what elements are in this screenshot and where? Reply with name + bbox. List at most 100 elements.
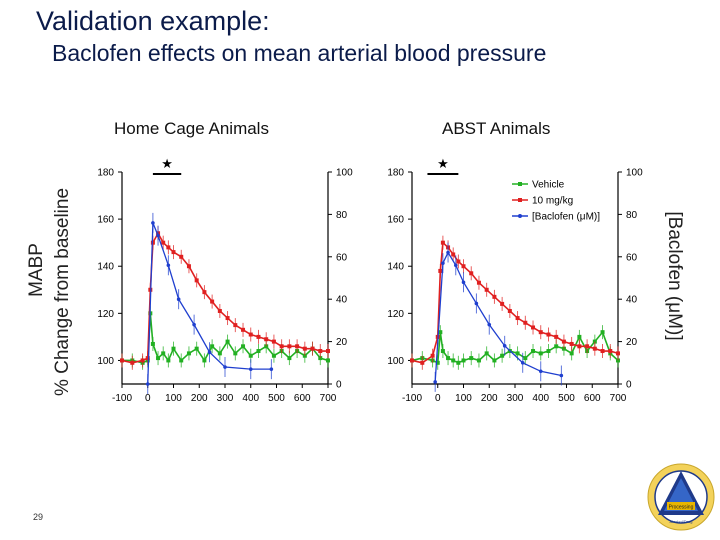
data-point — [302, 353, 307, 358]
legend-marker — [518, 198, 522, 202]
data-point — [476, 358, 481, 363]
data-point — [585, 344, 590, 349]
data-point — [310, 346, 315, 351]
y-tick-label: 100 — [97, 356, 114, 367]
y2-tick-label: 0 — [626, 380, 632, 391]
y-tick-label: 120 — [387, 309, 404, 320]
data-point — [171, 346, 176, 351]
data-point — [569, 341, 574, 346]
data-point — [538, 330, 543, 335]
series-baclofen — [145, 212, 274, 394]
legend-marker — [518, 182, 522, 186]
data-point — [194, 346, 199, 351]
data-point — [500, 353, 505, 358]
x-tick-label: -100 — [112, 393, 132, 404]
slide-title: Validation example: — [36, 6, 270, 36]
y2-tick-label: 0 — [336, 380, 342, 391]
x-tick-label: 200 — [481, 393, 498, 404]
data-point — [420, 360, 425, 365]
data-point — [248, 353, 253, 358]
data-point — [192, 322, 196, 327]
data-point — [176, 297, 181, 302]
data-point — [130, 360, 135, 365]
data-point — [179, 358, 184, 363]
series-line-baclofen — [434, 251, 562, 382]
data-point — [440, 349, 445, 354]
data-point — [241, 344, 246, 349]
data-point — [561, 339, 566, 344]
series-baclofen — [433, 242, 564, 392]
data-point — [241, 327, 246, 332]
chart-home-cage: 100 120 140 160 180 0 20 40 60 80 100 -100 0 100 200 30… — [26, 157, 353, 404]
data-point — [318, 356, 323, 361]
data-point — [210, 299, 215, 304]
data-point — [210, 344, 215, 349]
data-point — [207, 350, 212, 355]
data-point — [256, 349, 261, 354]
data-point — [287, 356, 292, 361]
data-point — [217, 351, 222, 356]
panel-title-home-cage: Home Cage Animals — [114, 119, 269, 138]
data-point — [225, 339, 230, 344]
data-point — [538, 351, 543, 356]
data-point — [186, 264, 191, 269]
data-point — [161, 351, 166, 356]
x-tick-label: -100 — [402, 393, 422, 404]
y-tick-label: 180 — [97, 168, 114, 179]
y-axis-outer-label: MABP — [26, 243, 47, 297]
data-point — [269, 367, 274, 371]
legend-marker — [518, 214, 522, 218]
data-point — [166, 245, 171, 250]
data-point — [500, 301, 505, 306]
y2-tick-label: 40 — [626, 295, 638, 306]
x-tick-label: 200 — [191, 393, 208, 404]
y-tick-label: 160 — [97, 215, 114, 226]
x-tick-label: 0 — [145, 393, 151, 404]
logo-banner — [667, 502, 695, 510]
data-point — [233, 323, 238, 328]
x-tick-label: 0 — [435, 393, 441, 404]
significance-star: ★ — [437, 157, 449, 172]
data-point — [461, 358, 466, 363]
data-point — [592, 346, 597, 351]
organization-logo: Processing Alcohol/Drug — [647, 463, 715, 531]
x-tick-label: 300 — [217, 393, 234, 404]
data-point — [600, 330, 605, 335]
data-point — [577, 344, 582, 349]
data-point — [225, 316, 230, 321]
data-point — [271, 353, 276, 358]
data-point — [287, 344, 292, 349]
data-point — [456, 259, 461, 264]
data-point — [474, 301, 479, 306]
data-point — [433, 380, 437, 384]
data-point — [453, 263, 458, 268]
data-point — [446, 356, 451, 361]
legend-label-dose: 10 mg/kg — [532, 196, 573, 207]
y-axis-label: % Change from baseline — [52, 188, 73, 396]
data-point — [515, 316, 520, 321]
data-point — [531, 349, 536, 354]
data-point — [440, 240, 445, 245]
data-point — [559, 373, 564, 378]
data-point — [430, 353, 435, 358]
y-tick-label: 140 — [97, 262, 114, 273]
data-point — [451, 252, 456, 257]
data-point — [156, 233, 160, 238]
data-point — [145, 356, 150, 361]
data-point — [616, 358, 620, 363]
panel-title-abst: ABST Animals — [442, 119, 551, 138]
data-point — [295, 344, 300, 349]
data-point — [487, 322, 492, 327]
data-point — [233, 351, 238, 356]
y2-tick-label: 100 — [336, 168, 353, 179]
data-point — [166, 358, 171, 363]
y2-tick-label: 20 — [626, 337, 638, 348]
data-point — [256, 334, 261, 339]
data-point — [484, 287, 489, 292]
data-point — [554, 334, 559, 339]
x-tick-label: 400 — [532, 393, 549, 404]
x-tick-label: 300 — [507, 393, 524, 404]
y2-tick-label: 20 — [336, 337, 348, 348]
data-point — [441, 261, 445, 265]
data-point — [161, 240, 166, 245]
